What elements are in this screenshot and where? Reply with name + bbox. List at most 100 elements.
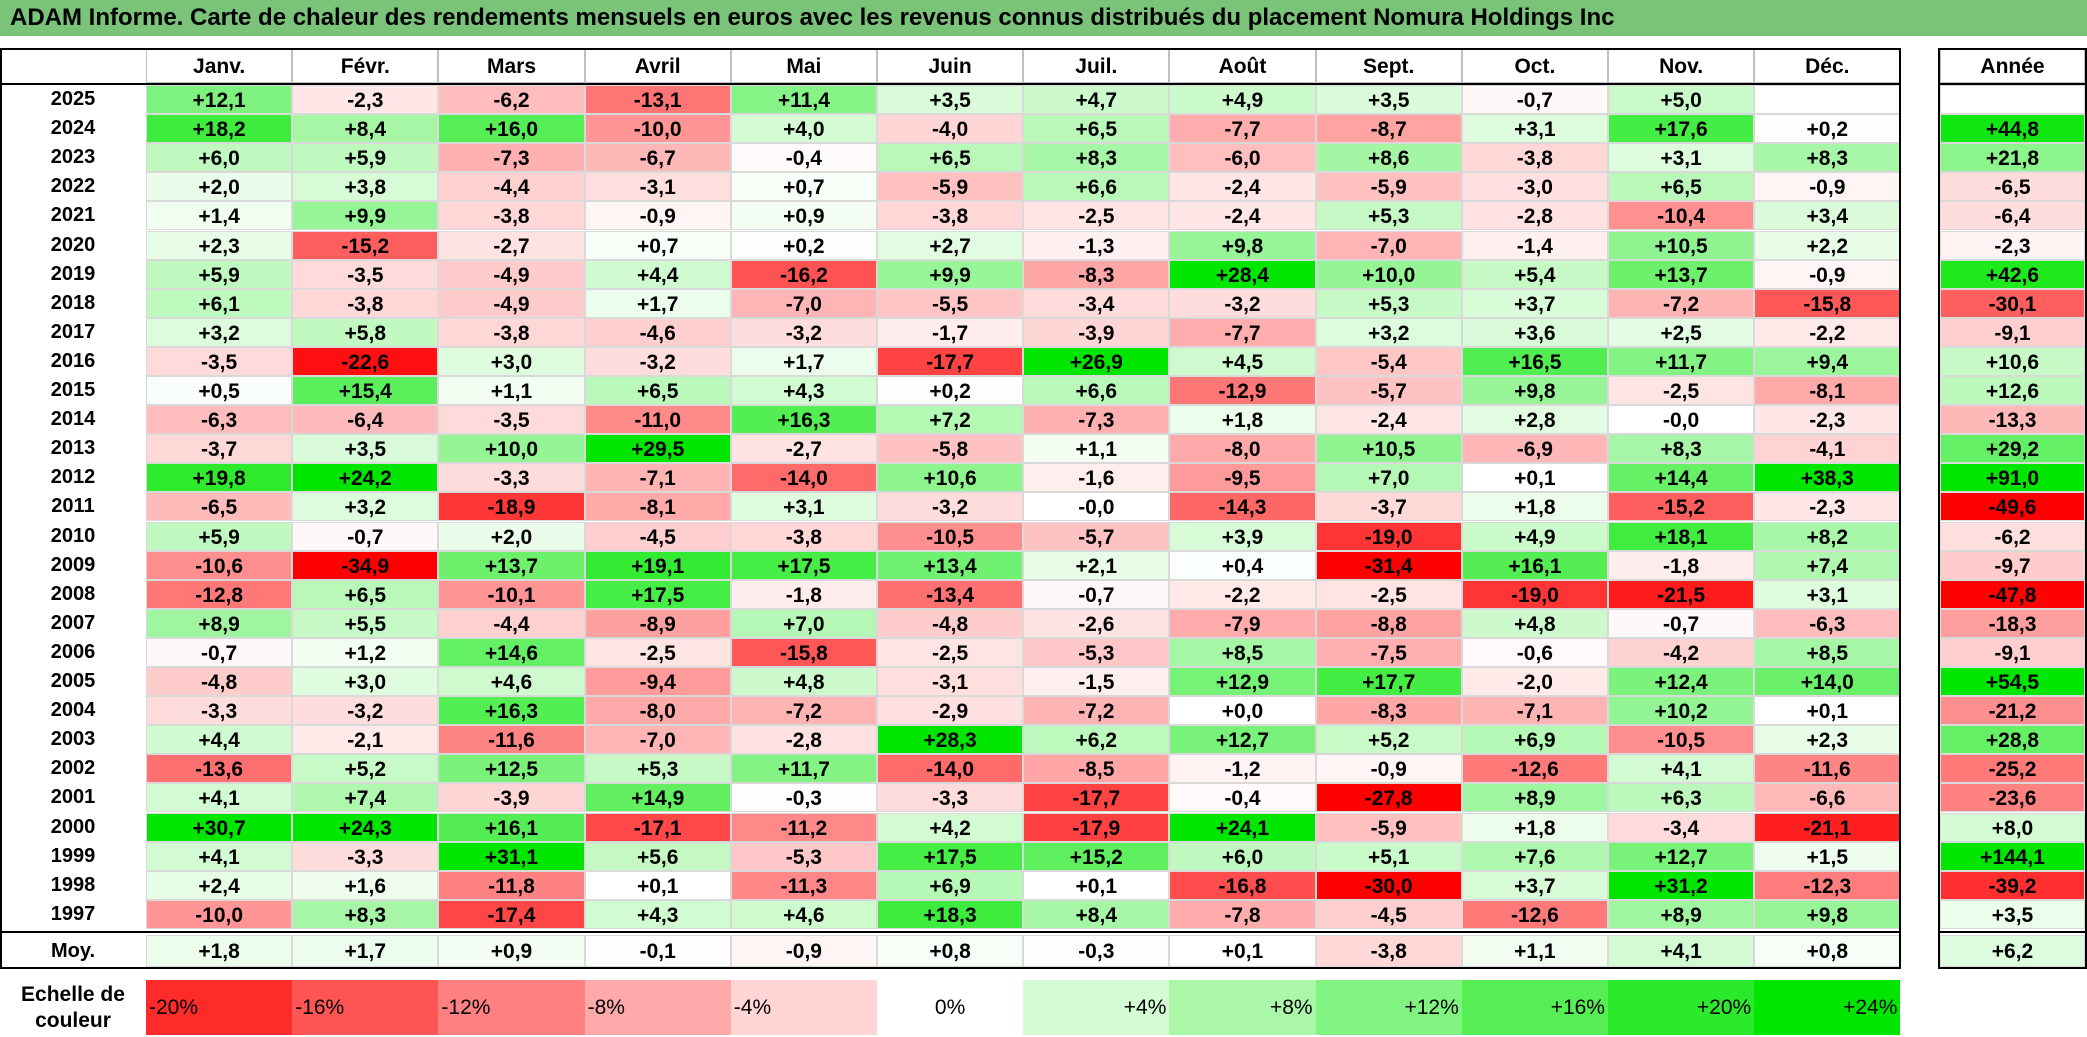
heatmap-cell: +0,2 [1754,114,1901,144]
heatmap-cell: +2,4 [146,870,293,900]
heatmap-cell: +5,5 [292,608,439,638]
heatmap-cell: -7,3 [438,143,585,173]
heatmap-cell: +1,7 [584,288,731,318]
heatmap-cell: -17,4 [438,899,585,929]
heatmap-cell: +8,4 [1023,899,1170,929]
heatmap-cell: +3,0 [438,346,585,376]
heatmap-cell: -4,9 [438,259,585,289]
heatmap-cell: +13,4 [877,550,1024,580]
header-separator [0,83,1902,85]
color-scale-swatch: -8% [584,980,731,1035]
heatmap-cell: +10,6 [877,463,1024,493]
heatmap-cell: -6,4 [292,405,439,435]
heatmap-cell: +3,2 [1315,317,1462,347]
heatmap-cell: -3,3 [292,841,439,871]
heatmap-cell: -3,0 [1461,172,1608,202]
heatmap-cell: -1,2 [1169,754,1316,784]
heatmap-cell: -11,3 [730,870,877,900]
heatmap-cell: -5,5 [877,288,1024,318]
heatmap-cell: -7,8 [1169,899,1316,929]
heatmap-cell: -1,3 [1023,230,1170,260]
heatmap-cell: -0,0 [1023,492,1170,522]
heatmap-cell: +6,2 [1023,725,1170,755]
heatmap-cell: -15,8 [730,637,877,667]
heatmap-cell: +3,8 [292,172,439,202]
heatmap-cell: +31,1 [438,841,585,871]
year-label: 2022 [0,172,146,202]
heatmap-cell: -4,4 [438,608,585,638]
heatmap-cell: -8,9 [584,608,731,638]
heatmap-cell: +6,9 [877,870,1024,900]
heatmap-cell: +28,4 [1169,259,1316,289]
heatmap-cell: +7,6 [1461,841,1608,871]
annual-cell: -25,2 [1940,754,2085,784]
year-label: 1998 [0,870,146,900]
heatmap-cell: -4,8 [146,667,293,697]
heatmap-cell: -2,4 [1169,172,1316,202]
heatmap-cell: +1,2 [292,637,439,667]
heatmap-cell: -4,0 [877,114,1024,144]
heatmap-cell: -8,5 [1023,754,1170,784]
heatmap-cell: +4,9 [1169,85,1316,115]
month-header: Avril [584,48,731,83]
heatmap-cell: -4,6 [584,317,731,347]
heatmap-cell: -31,4 [1315,550,1462,580]
heatmap-cell: +5,6 [584,841,731,871]
heatmap-cell: -12,8 [146,579,293,609]
heatmap-cell: +3,2 [292,492,439,522]
heatmap-cell: -2,5 [584,637,731,667]
heatmap-cell: -2,2 [1169,579,1316,609]
heatmap-cell: -3,8 [730,521,877,551]
heatmap-cell: -8,7 [1315,114,1462,144]
heatmap-cell: -13,1 [584,85,731,115]
heatmap-cell: +1,8 [1461,812,1608,842]
heatmap-cell: -10,0 [146,899,293,929]
heatmap-cell: -10,1 [438,579,585,609]
annual-cell: +28,8 [1940,725,2085,755]
heatmap-cell: +19,8 [146,463,293,493]
heatmap-cell: +8,3 [292,899,439,929]
color-scale-label: Echelle de couleur [0,982,146,1034]
heatmap-cell: -21,5 [1608,579,1755,609]
year-label: 2017 [0,317,146,347]
annual-cell: -23,6 [1940,783,2085,813]
heatmap-cell: +3,9 [1169,521,1316,551]
annual-cell: -30,1 [1940,288,2085,318]
annual-cell: -9,7 [1940,550,2085,580]
heatmap-cell: +5,9 [146,521,293,551]
heatmap-cell: -0,7 [146,637,293,667]
annual-cell: -6,5 [1940,172,2085,202]
heatmap-cell: +18,2 [146,114,293,144]
annual-cell: +42,6 [1940,259,2085,289]
heatmap-cell: -30,0 [1315,870,1462,900]
heatmap-cell: -2,3 [1754,492,1901,522]
heatmap-cell: +0,4 [1169,550,1316,580]
heatmap-cell: +17,7 [1315,667,1462,697]
heatmap-cell: -8,3 [1023,259,1170,289]
year-label: 2013 [0,434,146,464]
average-cell: +0,9 [438,934,585,967]
heatmap-cell: +16,3 [438,696,585,726]
month-header: Nov. [1608,48,1755,83]
heatmap-cell: -17,9 [1023,812,1170,842]
heatmap-cell: +4,7 [1023,85,1170,115]
annual-cell: +29,2 [1940,434,2085,464]
heatmap-cell: -7,2 [730,696,877,726]
year-label: 2023 [0,143,146,173]
year-label: 2025 [0,85,146,115]
heatmap-cell: +0,1 [1461,463,1608,493]
heatmap-cell: +0,5 [146,376,293,406]
heatmap-cell: +5,4 [1461,259,1608,289]
heatmap-cell: +6,5 [1023,114,1170,144]
heatmap-cell: -0,4 [1169,783,1316,813]
heatmap-cell: -13,4 [877,579,1024,609]
month-header: Janv. [146,48,293,83]
heatmap-cell: -3,8 [438,201,585,231]
average-label: Moy. [0,934,146,967]
heatmap-cell: +14,4 [1608,463,1755,493]
heatmap-cell: +15,4 [292,376,439,406]
annual-cell: +54,5 [1940,667,2085,697]
heatmap-cell: -6,9 [1461,434,1608,464]
heatmap-cell: +8,6 [1315,143,1462,173]
heatmap-cell: -2,8 [1461,201,1608,231]
